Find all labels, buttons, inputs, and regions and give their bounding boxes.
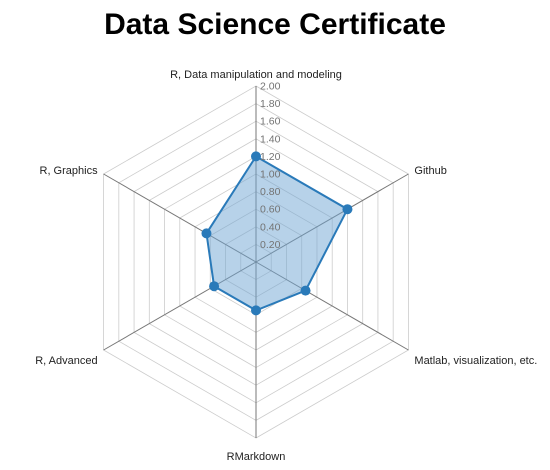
data-point[interactable] [342, 204, 353, 215]
axis-label: RMarkdown [227, 451, 286, 463]
data-point[interactable] [300, 285, 311, 296]
data-point[interactable] [201, 228, 212, 239]
tick-label: 1.60 [260, 116, 281, 128]
tick-label: 1.00 [260, 169, 281, 181]
axis-label: Matlab, visualization, etc. [414, 355, 537, 367]
tick-label: 1.40 [260, 133, 281, 145]
tick-label: 1.20 [260, 151, 281, 163]
radar-series [201, 151, 353, 316]
tick-label: 0.60 [260, 204, 281, 216]
tick-label: 0.40 [260, 221, 281, 233]
radar-ticks: 0.20 0.40 0.60 0.80 1.00 1.20 1.40 1.60 1.80 2.00 [260, 81, 281, 251]
tick-label: 0.20 [260, 239, 281, 251]
axis-label: R, Graphics [40, 165, 99, 177]
axis-label: Github [414, 165, 446, 177]
tick-label: 0.80 [260, 186, 281, 198]
chart-title: Data Science Certificate [104, 8, 446, 41]
data-point[interactable] [251, 151, 261, 162]
radar-axis-labels: R, Data manipulation and modeling Github M… [35, 69, 537, 463]
tick-label: 1.80 [260, 98, 281, 110]
axis-label: R, Advanced [35, 355, 97, 367]
axis-label: R, Data manipulation and modeling [170, 69, 342, 81]
tick-label: 2.00 [260, 81, 281, 93]
data-point[interactable] [251, 305, 261, 316]
data-point[interactable] [209, 281, 220, 292]
